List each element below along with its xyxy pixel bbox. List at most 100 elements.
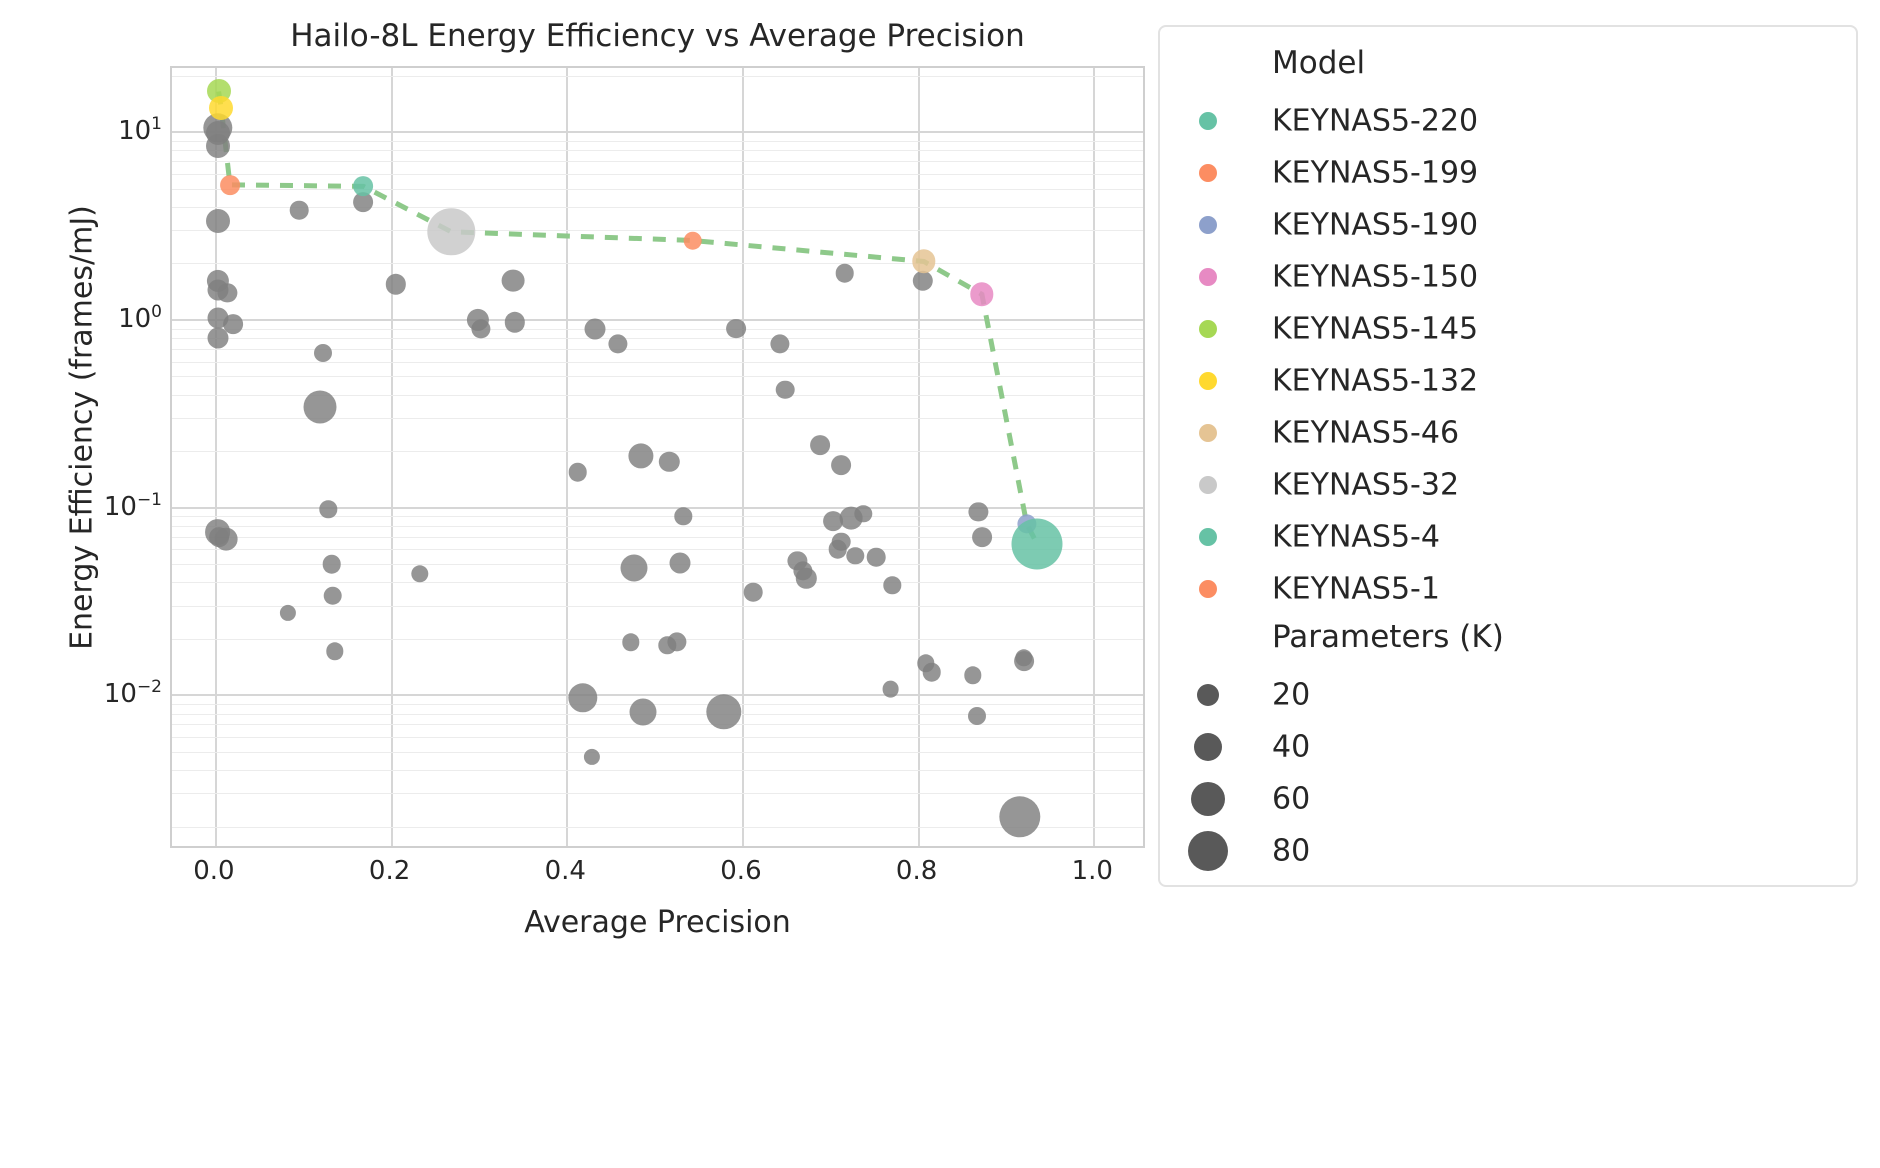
legend-item-label: 60 (1272, 781, 1311, 817)
y-tick-label: 10−2 (103, 677, 162, 710)
legend-size-item-80[interactable]: 80 (1160, 825, 1856, 877)
legend-item-keynas5-150[interactable]: KEYNAS5-150 (1160, 251, 1856, 303)
scatter-point-baseline (325, 642, 344, 660)
scatter-point-keynas5-220 (1011, 518, 1063, 570)
scatter-point-baseline (223, 314, 244, 335)
gridline-horizontal-1 (172, 318, 1143, 321)
gridline-minor (172, 826, 1143, 828)
legend-marker-icon (1199, 216, 1217, 234)
gridline-minor (172, 703, 1143, 705)
x-tick-label: 0.2 (368, 856, 411, 886)
legend-item-label: 80 (1272, 833, 1311, 869)
scatter-point-baseline (667, 632, 687, 652)
legend-size-item-60[interactable]: 60 (1160, 773, 1856, 825)
y-tick-label: 101 (118, 114, 162, 147)
scatter-point-baseline (504, 312, 525, 333)
scatter-point-baseline (971, 527, 992, 548)
legend-item-label: KEYNAS5-190 (1272, 207, 1479, 243)
scatter-point-baseline (621, 633, 640, 651)
scatter-point-baseline (290, 200, 309, 220)
legend-marker-icon (1199, 112, 1217, 130)
legend-size-item-20[interactable]: 20 (1160, 669, 1856, 721)
scatter-point-baseline (658, 451, 680, 473)
gridline-minor (172, 140, 1143, 142)
scatter-point-keynas5-4 (353, 176, 374, 197)
gridline-vertical-4 (917, 68, 920, 846)
gridline-minor (172, 516, 1143, 518)
legend-item-keynas5-145[interactable]: KEYNAS5-145 (1160, 303, 1856, 355)
x-tick-label: 0.0 (193, 856, 235, 886)
scatter-point-baseline (882, 680, 899, 698)
scatter-point-baseline (385, 274, 407, 295)
legend-size-item-40[interactable]: 40 (1160, 721, 1856, 773)
legend-marker-icon (1191, 782, 1225, 816)
scatter-point-keynas5-132 (209, 95, 234, 120)
x-tick-label: 1.0 (1071, 856, 1113, 886)
legend-item-keynas5-1[interactable]: KEYNAS5-1 (1160, 563, 1856, 615)
scatter-point-baseline (205, 134, 230, 159)
scatter-point-baseline (883, 576, 901, 595)
gridline-minor (172, 394, 1143, 396)
scatter-point-baseline (674, 507, 692, 525)
scatter-point-baseline (608, 334, 628, 354)
scatter-point-baseline (770, 334, 790, 354)
legend-item-label: KEYNAS5-132 (1272, 363, 1479, 399)
legend: Model KEYNAS5-220 KEYNAS5-199 KEYNAS5-190 KE… (1158, 25, 1858, 887)
legend-item-label: 40 (1272, 729, 1311, 765)
scatter-point-baseline (207, 307, 229, 329)
scatter-point-baseline (322, 554, 342, 574)
page-title: Hailo-8L Energy Efficiency vs Average Pr… (290, 18, 1025, 54)
legend-marker-icon (1199, 320, 1217, 338)
scatter-point-baseline (967, 706, 986, 725)
legend-item-keynas5-220[interactable]: KEYNAS5-220 (1160, 95, 1856, 147)
gridline-minor (172, 536, 1143, 538)
legend-item-label: KEYNAS5-220 (1272, 103, 1479, 139)
gridline-minor (172, 349, 1143, 351)
scatter-point-baseline (584, 318, 606, 340)
scatter-point-baseline (705, 693, 742, 730)
legend-item-keynas5-190[interactable]: KEYNAS5-190 (1160, 199, 1856, 251)
gridline-horizontal-0 (172, 131, 1143, 134)
gridline-vertical-5 (1093, 68, 1096, 846)
legend-marker-icon (1199, 476, 1217, 494)
gridline-minor (172, 713, 1143, 715)
gridline-minor (172, 328, 1143, 330)
scatter-point-keynas5-32 (427, 208, 476, 256)
scatter-point-baseline (568, 683, 598, 713)
scatter-point-baseline (205, 209, 230, 234)
legend-item-keynas5-132[interactable]: KEYNAS5-132 (1160, 355, 1856, 407)
scatter-point-baseline (968, 501, 988, 522)
scatter-point-baseline (1015, 649, 1033, 667)
scatter-point-baseline (846, 546, 865, 565)
scatter-point-baseline (867, 547, 886, 567)
gridline-minor (172, 638, 1143, 640)
y-tick-label: 100 (118, 302, 162, 334)
scatter-point-keynas5-199 (683, 231, 703, 250)
gridline-minor (172, 150, 1143, 152)
scatter-point-keynas5-150 (970, 282, 994, 306)
gridline-minor (172, 161, 1143, 163)
scatter-point-baseline (323, 586, 343, 605)
scatter-point-baseline (410, 564, 429, 583)
legend-title-model: Model (1272, 45, 1366, 81)
scatter-point-baseline (922, 662, 942, 682)
gridline-vertical-0 (214, 68, 217, 846)
legend-marker-icon (1199, 164, 1217, 182)
scatter-point-baseline (568, 462, 588, 482)
legend-item-keynas5-46[interactable]: KEYNAS5-46 (1160, 407, 1856, 459)
legend-item-keynas5-199[interactable]: KEYNAS5-199 (1160, 147, 1856, 199)
legend-item-label: KEYNAS5-4 (1272, 519, 1440, 555)
legend-item-keynas5-32[interactable]: KEYNAS5-32 (1160, 459, 1856, 511)
legend-item-label: KEYNAS5-150 (1272, 259, 1479, 295)
x-tick-label: 0.4 (544, 856, 586, 886)
scatter-point-baseline (669, 552, 691, 574)
gridline-minor (172, 451, 1143, 453)
gridline-minor (172, 793, 1143, 795)
legend-item-keynas5-4[interactable]: KEYNAS5-4 (1160, 511, 1856, 563)
scatter-point-baseline (628, 443, 654, 469)
legend-item-label: 20 (1272, 677, 1311, 713)
gridline-minor (172, 206, 1143, 208)
gridline-minor (172, 770, 1143, 772)
gridline-minor (172, 173, 1143, 175)
